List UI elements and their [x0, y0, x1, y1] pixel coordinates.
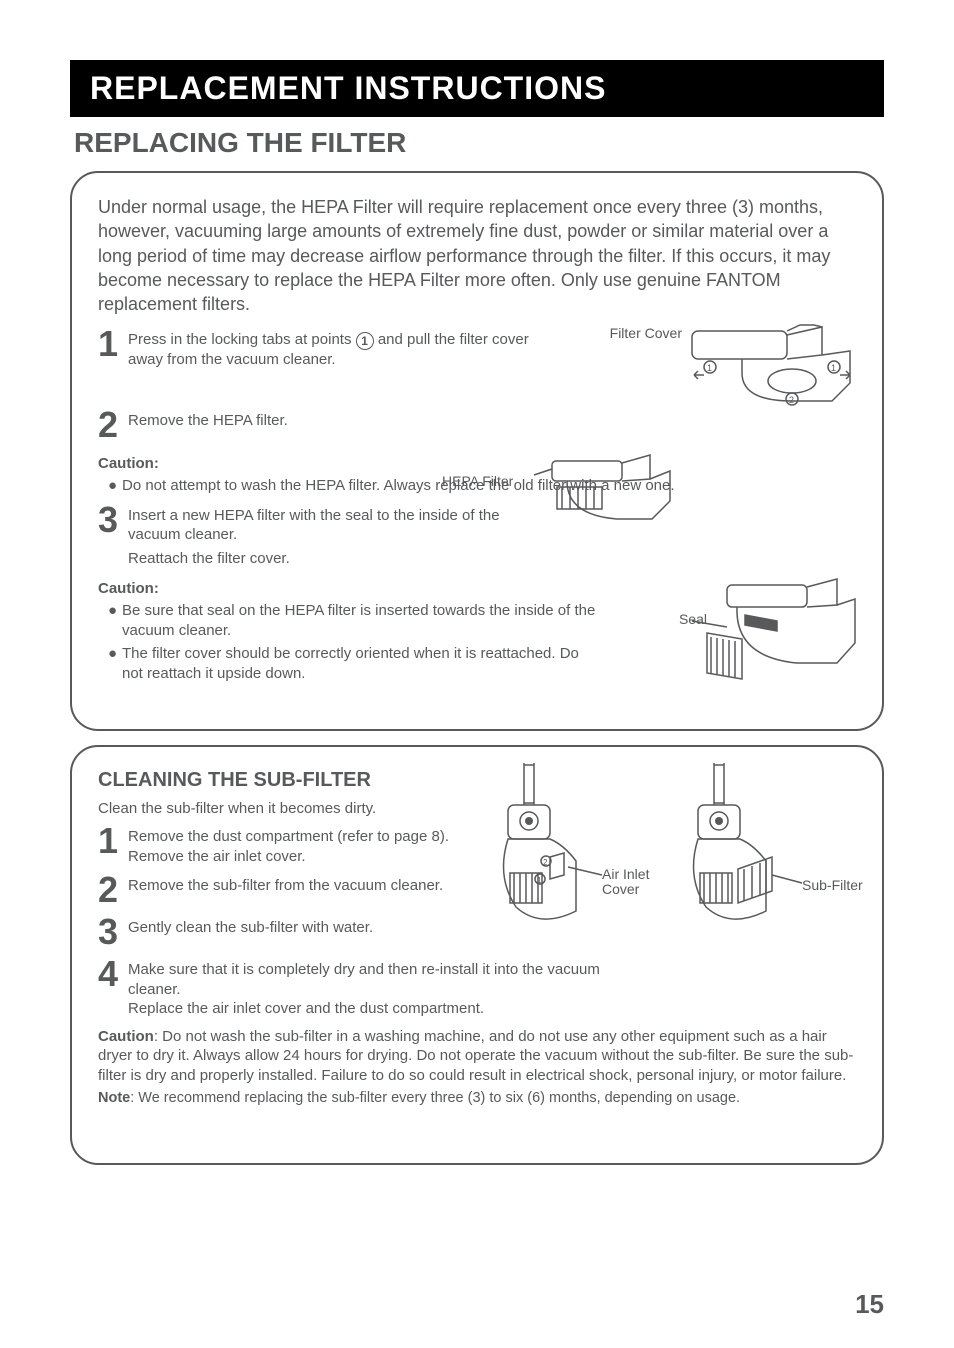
bullet-icon: ●	[108, 644, 122, 683]
svg-text:1: 1	[707, 363, 712, 373]
sub-step-4: 4 Make sure that it is completely dry an…	[98, 956, 629, 1019]
svg-text:1: 1	[537, 876, 542, 885]
step-3-text-a: Insert a new HEPA filter with the seal t…	[128, 506, 538, 545]
sub-step-2: 2 Remove the sub-filter from the vacuum …	[98, 872, 492, 908]
circled-1-icon: 1	[356, 332, 374, 350]
caution-2-text-2: The filter cover should be correctly ori…	[122, 644, 598, 683]
label-hepa-filter: HEPA Filter	[442, 473, 513, 489]
caution-2-bullet-2: ● The filter cover should be correctly o…	[108, 644, 598, 683]
caution-2-head: Caution:	[98, 580, 598, 597]
bullet-icon: ●	[108, 476, 122, 496]
illus-filter-cover: 1 1 2	[682, 323, 862, 423]
svg-text:2: 2	[543, 858, 548, 867]
step-num-1: 1	[98, 326, 128, 362]
panel-replacing-filter: Under normal usage, the HEPA Filter will…	[70, 171, 884, 731]
sub-caution-label: Caution	[98, 1028, 154, 1045]
bullet-icon: ●	[108, 601, 122, 640]
section-subtitle: REPLACING THE FILTER	[74, 127, 884, 159]
sub-step-1-text-b: Remove the air inlet cover.	[128, 847, 449, 867]
illus-air-inlet: 2 1	[472, 757, 652, 942]
step-1-text-a: Press in the locking tabs at points	[128, 331, 351, 348]
sub-step-1: 1 Remove the dust compartment (refer to …	[98, 823, 492, 866]
sub-step-4-text-a: Make sure that it is completely dry and …	[128, 960, 629, 999]
step-3-text-b: Reattach the filter cover.	[128, 549, 538, 569]
step-num-3: 3	[98, 502, 128, 538]
caution-2-bullet-1: ● Be sure that seal on the HEPA filter i…	[108, 601, 598, 640]
label-air-inlet-cover: Air Inlet Cover	[602, 867, 662, 898]
intro-text: Under normal usage, the HEPA Filter will…	[98, 195, 856, 316]
label-sub-filter: Sub-Filter	[802, 877, 863, 893]
sub-step-2-text: Remove the sub-filter from the vacuum cl…	[128, 872, 443, 896]
sub-step-3-text: Gently clean the sub-filter with water.	[128, 914, 373, 938]
svg-text:1: 1	[831, 363, 836, 373]
svg-text:2: 2	[789, 395, 794, 405]
sub-note-label: Note	[98, 1090, 130, 1106]
sub-step-4-text-b: Replace the air inlet cover and the dust…	[128, 999, 629, 1019]
illus-hepa-filter	[522, 443, 682, 548]
step-2-text: Remove the HEPA filter.	[128, 407, 288, 431]
sub-caution-text: : Do not wash the sub-filter in a washin…	[98, 1028, 853, 1084]
page-number: 15	[855, 1289, 884, 1320]
step-num-2: 2	[98, 407, 128, 443]
sub-step-num-1: 1	[98, 823, 128, 859]
step-1: 1 Press in the locking tabs at points 1 …	[98, 326, 538, 369]
sub-step-num-3: 3	[98, 914, 128, 950]
caution-2-text-1: Be sure that seal on the HEPA filter is …	[122, 601, 598, 640]
sub-step-num-4: 4	[98, 956, 128, 992]
label-filter-cover: Filter Cover	[610, 325, 682, 341]
sub-step-num-2: 2	[98, 872, 128, 908]
page-title-bar: REPLACEMENT INSTRUCTIONS	[70, 60, 884, 117]
panel-cleaning-subfilter: CLEANING THE SUB-FILTER 2 1 Air Inlet Co	[70, 745, 884, 1165]
sub-caution: Caution: Do not wash the sub-filter in a…	[98, 1027, 856, 1086]
illus-seal	[687, 573, 862, 698]
step-3: 3 Insert a new HEPA filter with the seal…	[98, 502, 538, 569]
sub-step-3: 3 Gently clean the sub-filter with water…	[98, 914, 492, 950]
step-2: 2 Remove the HEPA filter.	[98, 407, 538, 443]
illus-sub-filter	[662, 757, 832, 942]
caution-1-head: Caution:	[98, 455, 856, 472]
sub-note-text: : We recommend replacing the sub-filter …	[130, 1090, 740, 1106]
sub-step-1-text-a: Remove the dust compartment (refer to pa…	[128, 827, 449, 847]
sub-note: Note: We recommend replacing the sub-fil…	[98, 1089, 856, 1108]
